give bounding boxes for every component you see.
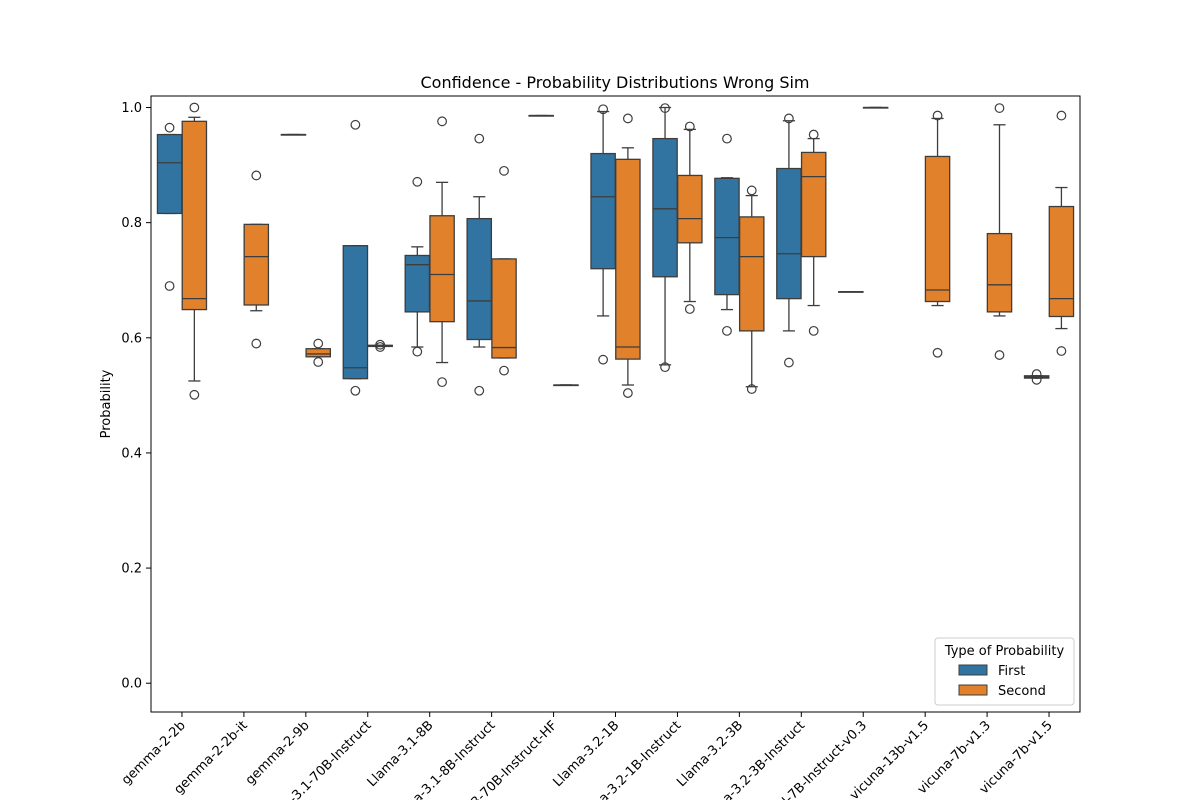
outlier: [660, 362, 670, 373]
outlier: [313, 357, 324, 367]
outlier: [412, 176, 423, 187]
outlier: [994, 103, 1005, 113]
outlier: [684, 304, 695, 314]
outlier: [746, 185, 757, 196]
outlier: [598, 354, 609, 365]
box: [615, 158, 641, 360]
y-tick-label: 0.6: [121, 331, 142, 346]
outlier: [1031, 369, 1042, 379]
legend-swatch: [958, 684, 988, 696]
box: [466, 217, 493, 341]
outlier: [598, 104, 609, 115]
outlier: [684, 121, 695, 132]
outlier: [164, 281, 175, 291]
box: [342, 245, 369, 380]
y-tick-label: 1.0: [121, 101, 142, 116]
outlier: [313, 338, 324, 349]
outlier: [189, 389, 200, 400]
outlier: [350, 385, 361, 396]
box: [924, 155, 951, 303]
legend-swatch: [958, 664, 988, 676]
outlier: [722, 325, 732, 336]
box: [652, 137, 678, 278]
outlier: [437, 377, 447, 388]
legend-title: Type of Probability: [944, 644, 1065, 659]
box: [305, 348, 332, 358]
box: [986, 232, 1013, 313]
outlier: [722, 133, 732, 144]
outlier: [784, 357, 794, 368]
outlier: [350, 119, 361, 130]
box: [156, 133, 183, 215]
outlier: [375, 342, 386, 352]
box: [429, 215, 455, 323]
y-tick-label: 0.2: [121, 562, 142, 577]
outlier: [251, 338, 262, 349]
box: [714, 177, 740, 296]
outlier: [499, 165, 509, 176]
box: [590, 152, 616, 270]
outlier: [932, 347, 943, 358]
outlier: [499, 365, 509, 376]
y-tick-label: 0.4: [121, 446, 142, 461]
legend-label: Second: [998, 684, 1046, 699]
plot-frame: [150, 95, 1081, 713]
outlier: [474, 133, 485, 144]
y-tick-label: 0.8: [121, 216, 142, 231]
outlier: [412, 346, 423, 357]
outlier: [808, 129, 819, 140]
outlier: [251, 170, 262, 181]
outlier: [474, 385, 485, 396]
box: [1048, 205, 1075, 318]
outlier: [784, 113, 794, 124]
outlier: [808, 325, 819, 336]
outlier: [189, 102, 200, 113]
outlier: [622, 388, 633, 398]
box: [738, 216, 765, 332]
outlier: [437, 116, 447, 127]
box: [243, 223, 270, 306]
box: [800, 151, 827, 258]
outlier: [622, 113, 633, 124]
legend-label: First: [998, 664, 1025, 679]
outlier: [746, 384, 757, 394]
outlier: [164, 122, 175, 133]
box: [776, 167, 802, 300]
outlier: [660, 103, 670, 113]
box: [181, 120, 208, 311]
outlier: [1031, 374, 1042, 385]
y-tick-label: 0.0: [121, 677, 142, 692]
outlier: [994, 350, 1005, 360]
outlier: [1056, 110, 1067, 121]
outlier: [932, 110, 943, 121]
box: [491, 258, 517, 359]
box: [404, 254, 431, 313]
y-axis-label: Probability: [99, 369, 114, 438]
outlier: [1056, 346, 1067, 356]
chart-title: Confidence - Probability Distributions W…: [420, 73, 809, 92]
box: [677, 174, 703, 244]
